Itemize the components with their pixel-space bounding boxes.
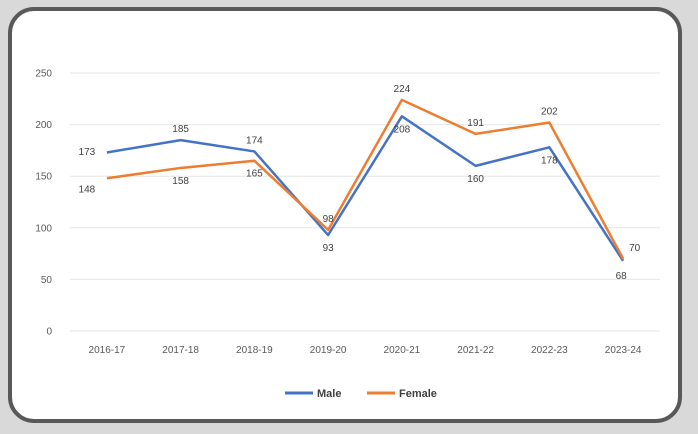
data-label: 93	[323, 243, 335, 254]
data-label: 173	[79, 147, 96, 158]
data-label: 185	[172, 124, 189, 135]
data-label: 148	[79, 184, 96, 195]
y-axis-ticks: 0 50 100 150 200 250	[35, 69, 52, 338]
series-lines	[106, 98, 625, 262]
y-tick-label: 50	[41, 275, 53, 286]
x-tick-label: 2021-22	[457, 345, 494, 356]
chart-frame	[8, 7, 682, 423]
y-tick-label: 100	[35, 223, 52, 234]
gridlines	[70, 72, 660, 332]
y-tick-label: 250	[35, 69, 52, 80]
data-label: 174	[246, 135, 263, 146]
x-tick-label: 2018-19	[236, 345, 273, 356]
data-label: 70	[629, 243, 641, 254]
x-axis-ticks: 2016-17 2017-18 2018-19 2019-20 2020-21 2021-…	[89, 345, 642, 356]
data-label: 191	[467, 118, 484, 129]
series-line-female	[106, 98, 625, 260]
y-tick-label: 150	[35, 172, 52, 183]
data-label: 178	[541, 155, 558, 166]
y-tick-label: 200	[35, 120, 52, 131]
legend: Male Female	[285, 388, 437, 400]
data-label: 202	[541, 107, 558, 118]
data-labels: 173 185 174 93 208 160 178 68 148 158 165 98 224 191 2…	[79, 84, 641, 282]
x-tick-label: 2023-24	[605, 345, 642, 356]
legend-label-female: Female	[399, 388, 437, 400]
data-label: 98	[323, 214, 335, 225]
legend-label-male: Male	[317, 388, 341, 400]
x-tick-label: 2019-20	[310, 345, 347, 356]
data-label: 68	[616, 271, 628, 282]
data-label: 160	[467, 174, 484, 185]
x-tick-label: 2017-18	[162, 345, 199, 356]
y-tick-label: 0	[46, 327, 52, 338]
x-tick-label: 2020-21	[384, 345, 421, 356]
data-label: 208	[394, 124, 411, 135]
series-line-male	[106, 115, 625, 262]
x-tick-label: 2022-23	[531, 345, 568, 356]
data-label: 158	[172, 176, 189, 187]
x-tick-label: 2016-17	[89, 345, 126, 356]
data-label: 165	[246, 169, 263, 180]
data-label: 224	[394, 84, 411, 95]
